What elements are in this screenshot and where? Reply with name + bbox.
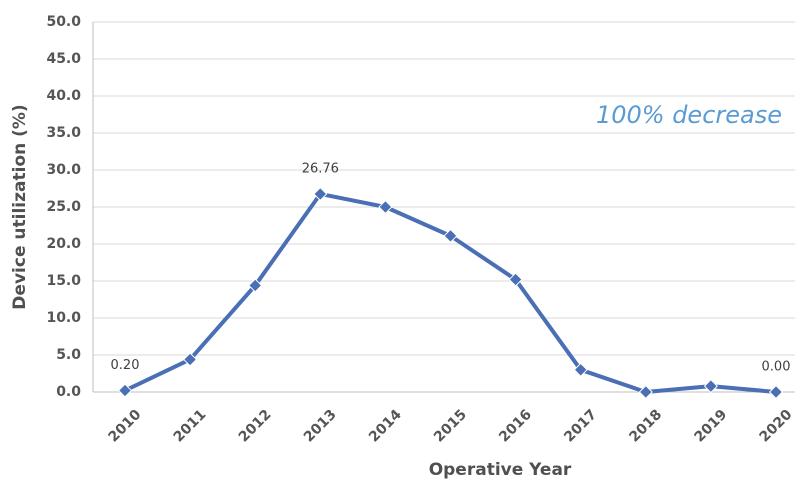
- x-tick-label: 2019: [691, 407, 730, 446]
- data-point: [508, 272, 523, 287]
- y-tick-label: 0.0: [56, 384, 81, 400]
- data-point: [573, 362, 588, 377]
- data-point: [638, 384, 653, 400]
- data-point: [183, 352, 198, 367]
- y-tick-label: 40.0: [46, 88, 81, 104]
- y-tick-label: 35.0: [46, 125, 81, 141]
- x-tick-label: 2018: [626, 407, 665, 446]
- x-tick-label: 2014: [366, 406, 405, 445]
- data-point: [117, 383, 133, 398]
- x-tick-label: 2010: [106, 406, 145, 445]
- data-point: [313, 186, 328, 202]
- x-tick-label: 2012: [236, 407, 275, 446]
- y-tick-label: 20.0: [46, 236, 81, 252]
- y-tick-label: 10.0: [46, 310, 81, 326]
- x-tick-label: 2020: [757, 406, 796, 445]
- data-line: [124, 191, 777, 394]
- y-tick-label: 25.0: [46, 199, 81, 215]
- x-tick-label: 2017: [561, 407, 600, 446]
- data-label: 0.20: [111, 358, 140, 373]
- y-tick-label: 15.0: [46, 273, 81, 289]
- data-point: [443, 228, 458, 243]
- x-tick-label: 2015: [431, 407, 470, 446]
- y-tick-label: 45.0: [46, 51, 81, 67]
- y-tick-label: 5.0: [56, 347, 81, 363]
- data-label: 0.00: [762, 360, 791, 375]
- data-point: [768, 384, 784, 400]
- x-tick-label: 2013: [301, 407, 340, 446]
- x-tick-label: 2011: [171, 407, 210, 446]
- annotation: 100% decrease: [596, 101, 782, 129]
- x-axis-label: Operative Year: [429, 460, 572, 480]
- y-tick-label: 50.0: [46, 14, 81, 30]
- data-point: [248, 278, 263, 293]
- data-point: [703, 379, 718, 394]
- y-axis-label: Device utilization (%): [10, 104, 30, 309]
- data-point: [378, 199, 393, 215]
- x-tick-label: 2016: [496, 407, 535, 446]
- data-label: 26.76: [302, 161, 339, 176]
- y-tick-label: 30.0: [46, 162, 81, 178]
